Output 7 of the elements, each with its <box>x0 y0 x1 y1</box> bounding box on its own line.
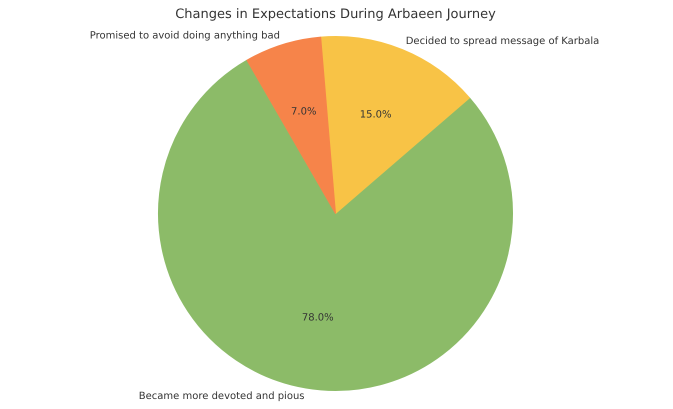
slice-label: Became more devoted and pious <box>138 391 305 402</box>
chart-title: Changes in Expectations During Arbaeen Journey <box>175 7 496 22</box>
data-label: 15.0% <box>360 110 392 121</box>
slice-label: Decided to spread message of Karbala <box>406 36 600 47</box>
data-label: 78.0% <box>302 312 334 324</box>
slice-label: Promised to avoid doing anything bad <box>90 30 280 42</box>
data-label: 7.0% <box>291 106 316 118</box>
